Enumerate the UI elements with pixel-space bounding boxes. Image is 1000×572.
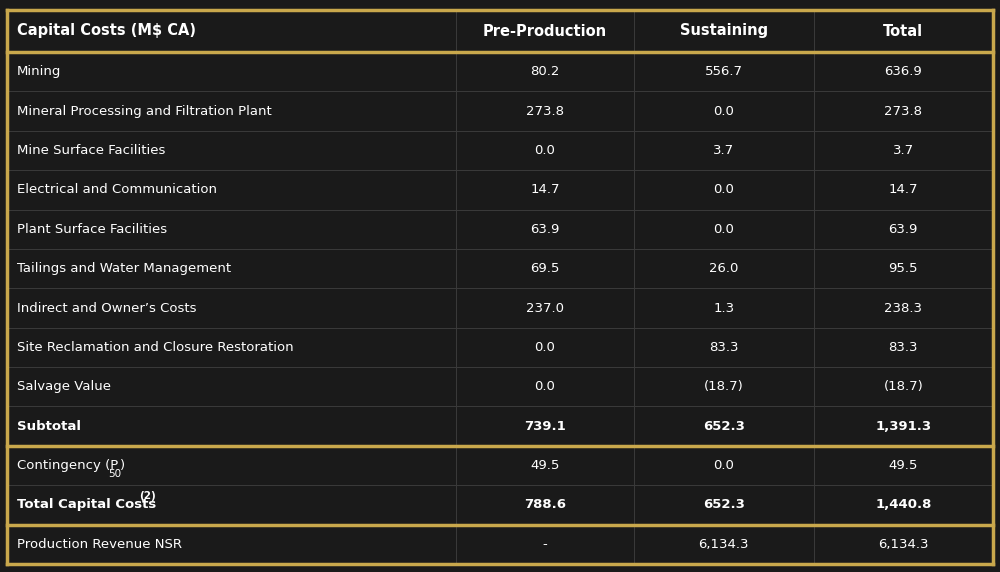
Text: 0.0: 0.0 [713, 184, 734, 196]
Text: Sustaining: Sustaining [680, 23, 768, 38]
Text: 50: 50 [108, 469, 121, 479]
Bar [7, 249, 993, 288]
Bar [7, 92, 993, 131]
Text: 0.0: 0.0 [534, 341, 555, 354]
Text: 237.0: 237.0 [526, 301, 564, 315]
Text: Total: Total [883, 23, 923, 38]
Text: Contingency (P: Contingency (P [17, 459, 118, 472]
Text: 49.5: 49.5 [889, 459, 918, 472]
Text: 238.3: 238.3 [884, 301, 922, 315]
Text: 6,134.3: 6,134.3 [699, 538, 749, 551]
Bar [7, 170, 993, 209]
Bar [7, 407, 993, 446]
Bar [7, 288, 993, 328]
Text: (18.7): (18.7) [704, 380, 744, 394]
Text: 6,134.3: 6,134.3 [878, 538, 929, 551]
Text: Mining: Mining [17, 65, 61, 78]
Text: ): ) [120, 459, 125, 472]
Text: Pre-Production: Pre-Production [483, 23, 607, 38]
Text: 1,391.3: 1,391.3 [875, 420, 931, 432]
Text: 83.3: 83.3 [709, 341, 739, 354]
Text: (2): (2) [139, 491, 156, 501]
Text: 273.8: 273.8 [884, 105, 922, 118]
Text: 69.5: 69.5 [530, 262, 560, 275]
Bar [7, 446, 993, 485]
Text: 0.0: 0.0 [713, 105, 734, 118]
Bar [7, 209, 993, 249]
Text: 0.0: 0.0 [534, 380, 555, 394]
Text: 636.9: 636.9 [884, 65, 922, 78]
Text: 14.7: 14.7 [530, 184, 560, 196]
Text: 0.0: 0.0 [713, 223, 734, 236]
Text: Indirect and Owner’s Costs: Indirect and Owner’s Costs [17, 301, 196, 315]
Text: Production Revenue NSR: Production Revenue NSR [17, 538, 182, 551]
Text: Capital Costs (M$ CA): Capital Costs (M$ CA) [17, 23, 196, 38]
Text: 26.0: 26.0 [709, 262, 739, 275]
Text: Mine Surface Facilities: Mine Surface Facilities [17, 144, 165, 157]
Text: 788.6: 788.6 [524, 498, 566, 511]
Text: 1,440.8: 1,440.8 [875, 498, 931, 511]
Text: 652.3: 652.3 [703, 420, 745, 432]
Text: Subtotal: Subtotal [17, 420, 81, 432]
Text: Site Reclamation and Closure Restoration: Site Reclamation and Closure Restoration [17, 341, 294, 354]
Text: Mineral Processing and Filtration Plant: Mineral Processing and Filtration Plant [17, 105, 272, 118]
Text: 3.7: 3.7 [893, 144, 914, 157]
Text: 652.3: 652.3 [703, 498, 745, 511]
Bar [7, 485, 993, 525]
Text: 739.1: 739.1 [524, 420, 566, 432]
Text: 3.7: 3.7 [713, 144, 734, 157]
Text: 83.3: 83.3 [889, 341, 918, 354]
Text: Tailings and Water Management: Tailings and Water Management [17, 262, 231, 275]
Text: 80.2: 80.2 [530, 65, 560, 78]
Bar [7, 131, 993, 170]
Text: 0.0: 0.0 [713, 459, 734, 472]
Text: Plant Surface Facilities: Plant Surface Facilities [17, 223, 167, 236]
Text: 273.8: 273.8 [526, 105, 564, 118]
Bar [7, 328, 993, 367]
Text: 63.9: 63.9 [530, 223, 560, 236]
Text: 0.0: 0.0 [534, 144, 555, 157]
Text: Electrical and Communication: Electrical and Communication [17, 184, 217, 196]
Text: -: - [542, 538, 547, 551]
Text: (18.7): (18.7) [883, 380, 923, 394]
Bar [7, 525, 993, 564]
Bar [7, 52, 993, 92]
Text: 95.5: 95.5 [889, 262, 918, 275]
Text: 49.5: 49.5 [530, 459, 560, 472]
Text: 556.7: 556.7 [705, 65, 743, 78]
Text: Total Capital Costs: Total Capital Costs [17, 498, 156, 511]
Text: Salvage Value: Salvage Value [17, 380, 111, 394]
Text: 63.9: 63.9 [889, 223, 918, 236]
Text: 1.3: 1.3 [713, 301, 734, 315]
Bar [7, 367, 993, 407]
Bar [7, 10, 993, 52]
Text: 14.7: 14.7 [889, 184, 918, 196]
